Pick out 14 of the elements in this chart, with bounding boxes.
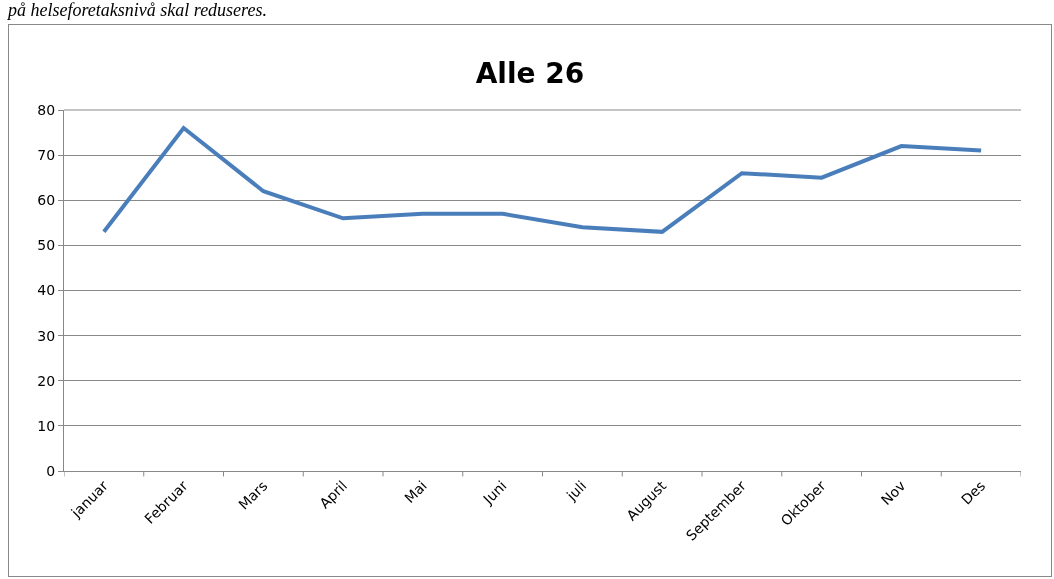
y-tick-label: 70	[37, 147, 56, 164]
y-tick-label: 60	[37, 192, 56, 209]
y-tick-label: 30	[37, 327, 56, 344]
x-tick-label: Des	[958, 477, 989, 508]
line-series	[101, 126, 984, 234]
text: på helseforetaksnivå skal reduseres.	[8, 0, 267, 21]
y-tick-label: 0	[46, 462, 56, 479]
y-tick-label: 20	[37, 372, 56, 389]
y-tick-label: 10	[37, 417, 56, 434]
y-tick-label: 50	[37, 237, 56, 254]
y-tick-label: 80	[37, 101, 56, 118]
y-tick-label: 40	[37, 282, 56, 299]
x-tick-label: Mai	[401, 477, 430, 507]
chart-title: Alle 26	[475, 57, 585, 91]
